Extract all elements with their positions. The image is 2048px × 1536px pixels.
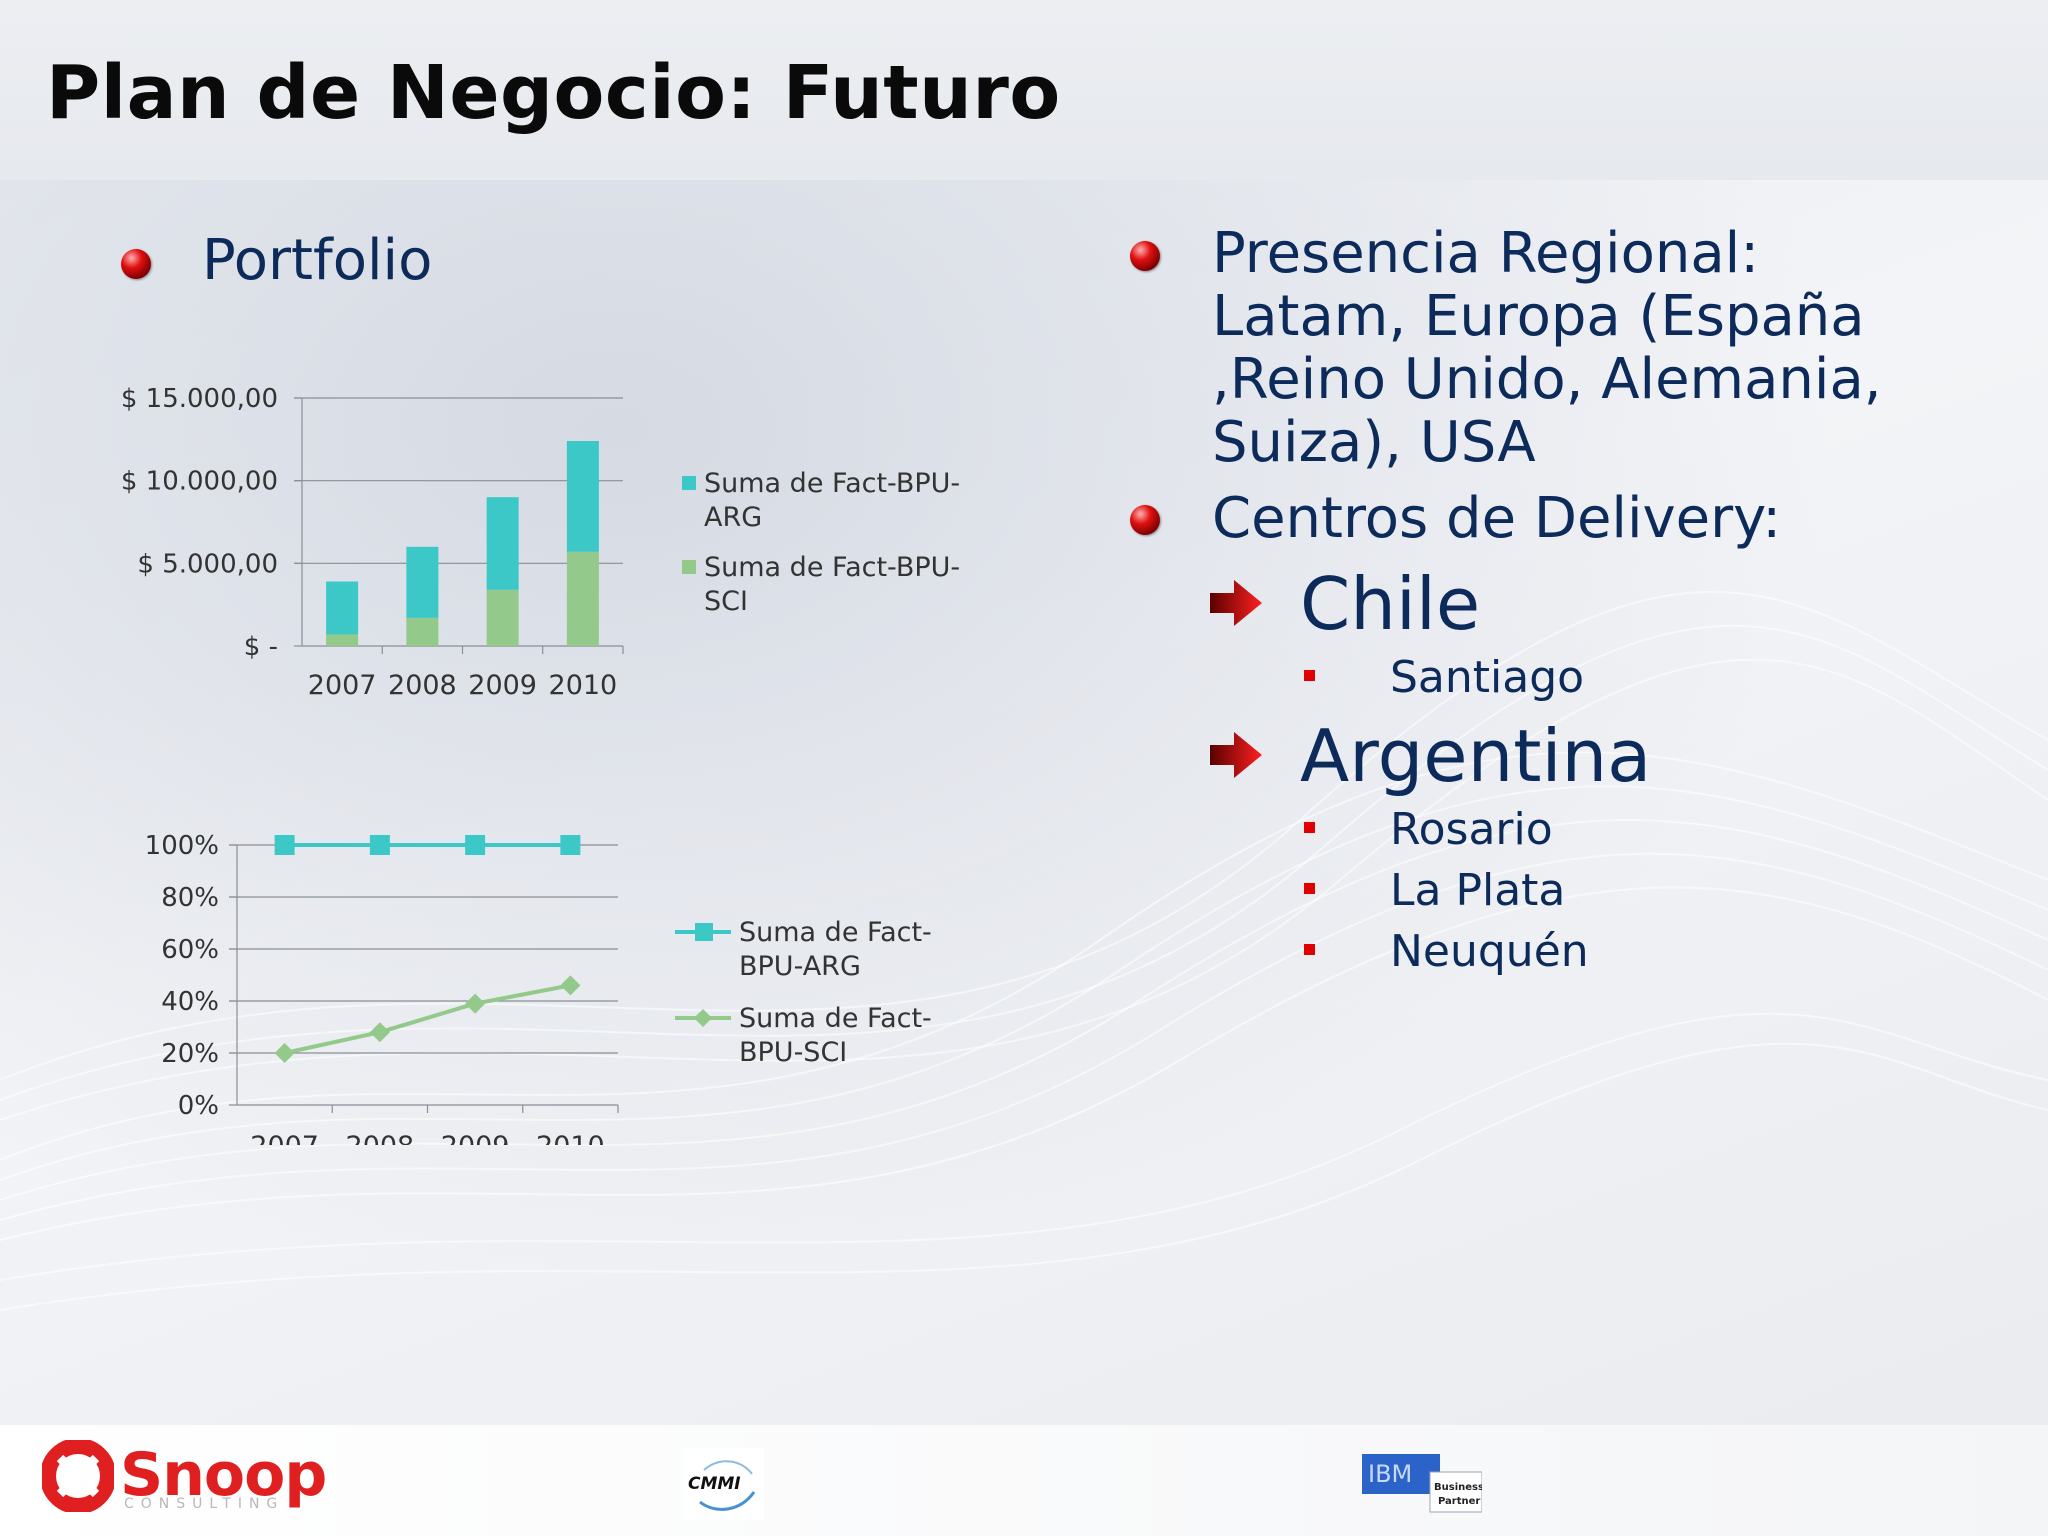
x-tick-label: 2007	[250, 1131, 319, 1145]
stacked-bar-chart: $ - $ 5.000,00 $ 10.000,00 $ 15.000,00 2007 2…	[121, 384, 960, 701]
bar-arg	[566, 440, 599, 552]
bar-sci	[406, 617, 439, 646]
legend-marker	[695, 923, 713, 941]
delivery-heading: Centros de Delivery:	[1212, 486, 1782, 551]
y-tick-label: 60%	[161, 935, 219, 965]
bar-sci	[486, 589, 519, 646]
country-chile: Chile	[1300, 562, 1481, 646]
data-point-marker	[465, 835, 486, 855]
y-tick-label: 20%	[161, 1039, 219, 1069]
data-point-marker	[369, 835, 390, 855]
ibm-business-partner-logo: IBM Business Partner	[1362, 1454, 1482, 1513]
y-tick-label: 100%	[145, 831, 219, 861]
data-point-marker	[274, 1043, 295, 1063]
legend-label: ARG	[704, 502, 762, 533]
x-tick-label: 2007	[308, 670, 377, 701]
ibm-partner-text: Partner	[1438, 1496, 1480, 1507]
legend-label: Suma de Fact-	[739, 1003, 932, 1034]
header-band	[0, 0, 2048, 180]
legend-swatch	[682, 560, 696, 574]
legend-marker	[694, 1009, 712, 1027]
legend-label: Suma de Fact-	[739, 917, 932, 948]
y-tick-label: $ 15.000,00	[121, 384, 278, 414]
series-line	[284, 983, 571, 1055]
cmmi-swoosh-icon	[699, 1460, 756, 1511]
x-tick-label: 2008	[388, 670, 457, 701]
data-point-marker	[274, 835, 295, 855]
red-arrow-icon	[1210, 732, 1262, 778]
snoop-logo-text: Snoop	[120, 1440, 327, 1510]
legend-swatch	[682, 476, 696, 490]
square-bullet-icon	[1304, 670, 1315, 681]
legend-label: Suma de Fact-BPU-	[704, 552, 960, 583]
square-bullet-icon	[1304, 883, 1315, 894]
cmmi-logo-text: CMMI	[688, 1474, 741, 1494]
bar-sci	[566, 551, 599, 646]
legend-label: SCI	[704, 586, 748, 617]
legend-label: BPU-ARG	[739, 951, 861, 982]
regional-line: ,Reino Unido, Alemania,	[1212, 347, 1882, 412]
data-point-marker	[560, 835, 581, 855]
bullet-ball-icon	[1130, 241, 1160, 271]
data-point-marker	[560, 975, 581, 996]
y-tick-label: 0%	[178, 1091, 219, 1121]
square-bullet-icon	[1304, 944, 1315, 955]
data-point-marker	[465, 993, 486, 1014]
x-tick-label: 2010	[549, 670, 618, 701]
presencia-regional-text: Presencia Regional: Latam, Europa (Españ…	[1212, 222, 1882, 474]
y-tick-label: $ 10.000,00	[121, 467, 278, 497]
footer-bar	[0, 1425, 2048, 1536]
percentage-line-chart: 0% 20% 40% 60% 80% 100% 2007 2008 2009 2010 Suma d…	[145, 831, 932, 1145]
square-bullet-icon	[1304, 822, 1315, 833]
y-tick-label: $ -	[244, 632, 278, 662]
bar-arg	[486, 497, 519, 590]
ibm-business-text: Business	[1434, 1482, 1482, 1493]
snoop-logo-subtext: CONSULTING	[124, 1496, 285, 1512]
legend-label: BPU-SCI	[739, 1037, 847, 1068]
city-santiago: Santiago	[1390, 652, 1585, 703]
portfolio-heading: Portfolio	[202, 228, 433, 293]
regional-line: Suiza), USA	[1212, 410, 1536, 475]
city-la-plata: La Plata	[1390, 865, 1566, 916]
bar-arg	[406, 546, 439, 618]
x-tick-label: 2008	[346, 1131, 415, 1145]
legend-label: Suma de Fact-BPU-	[704, 468, 960, 499]
x-tick-label: 2010	[536, 1131, 605, 1145]
regional-line: Presencia Regional:	[1212, 221, 1760, 286]
y-tick-label: 80%	[161, 883, 219, 913]
body-background	[0, 180, 2048, 1425]
city-rosario: Rosario	[1390, 804, 1553, 855]
bar-arg	[326, 581, 359, 635]
bullet-ball-icon	[1130, 505, 1160, 535]
slide-title: Plan de Negocio: Futuro	[46, 50, 1061, 136]
ibm-logo-text: IBM	[1368, 1460, 1412, 1488]
x-tick-label: 2009	[441, 1131, 510, 1145]
bullet-ball-icon	[121, 249, 151, 279]
regional-line: Latam, Europa (España	[1212, 284, 1865, 349]
lifebuoy-logo-icon	[42, 1440, 114, 1512]
country-argentina: Argentina	[1300, 714, 1652, 798]
y-tick-label: 40%	[161, 987, 219, 1017]
x-tick-label: 2009	[468, 670, 537, 701]
red-arrow-icon	[1210, 580, 1262, 626]
y-tick-label: $ 5.000,00	[137, 549, 278, 579]
data-point-marker	[369, 1022, 390, 1043]
bar-sci	[326, 634, 359, 646]
city-neuquen: Neuquén	[1390, 926, 1589, 977]
